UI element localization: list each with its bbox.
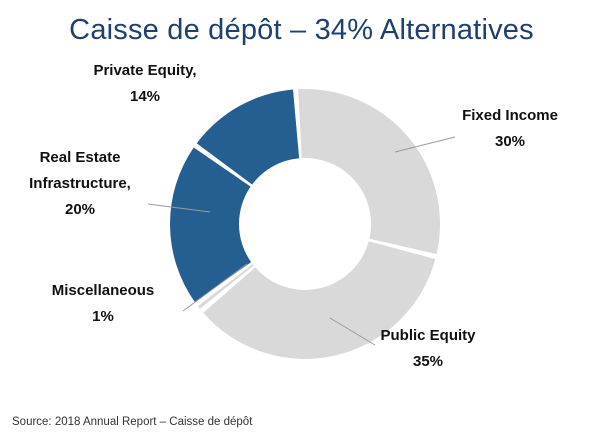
- slice-label-3: Miscellaneous 1%: [52, 282, 155, 325]
- slice-3: [197, 264, 254, 309]
- chart-title: Caisse de dépôt – 34% Alternatives: [69, 14, 534, 46]
- slice-2: [203, 241, 436, 359]
- slice-label-line: Miscellaneous: [52, 282, 155, 299]
- slice-label-line: Public Equity: [380, 327, 476, 344]
- slice-label-line: Infrastructure,: [29, 175, 131, 192]
- slice-label-line: 20%: [65, 201, 95, 218]
- slice-label-line: 30%: [495, 133, 525, 150]
- slice-label-line: Real Estate: [40, 149, 121, 166]
- slice-label-line: 35%: [413, 353, 443, 370]
- slice-label-5: Private Equity, 14%: [93, 62, 196, 105]
- slice-label-2: Public Equity 35%: [380, 327, 476, 370]
- source-note: Source: 2018 Annual Report – Caisse de d…: [12, 416, 253, 428]
- leader-lines: [147, 136, 456, 346]
- slice-label-1: Fixed Income 30%: [462, 107, 558, 150]
- slice-5: [196, 89, 300, 185]
- leader-line-4: [147, 203, 211, 213]
- slice-label-line: 1%: [92, 308, 114, 325]
- leader-line-3: [182, 263, 248, 312]
- leader-line-2: [329, 317, 376, 346]
- slice-1: [298, 89, 440, 255]
- slice-label-line: 14%: [130, 88, 160, 105]
- leader-line-1: [394, 136, 456, 153]
- slice-labels: Fixed Income 30% Public Equity 35% Miscellan…: [29, 62, 558, 370]
- slice-label-line: Private Equity,: [93, 62, 196, 79]
- slice-label-4: Real Estate Infrastructure, 20%: [29, 149, 131, 218]
- slice-label-line: Fixed Income: [462, 107, 558, 124]
- slice-4: [170, 147, 252, 303]
- donut-slices: [170, 89, 440, 359]
